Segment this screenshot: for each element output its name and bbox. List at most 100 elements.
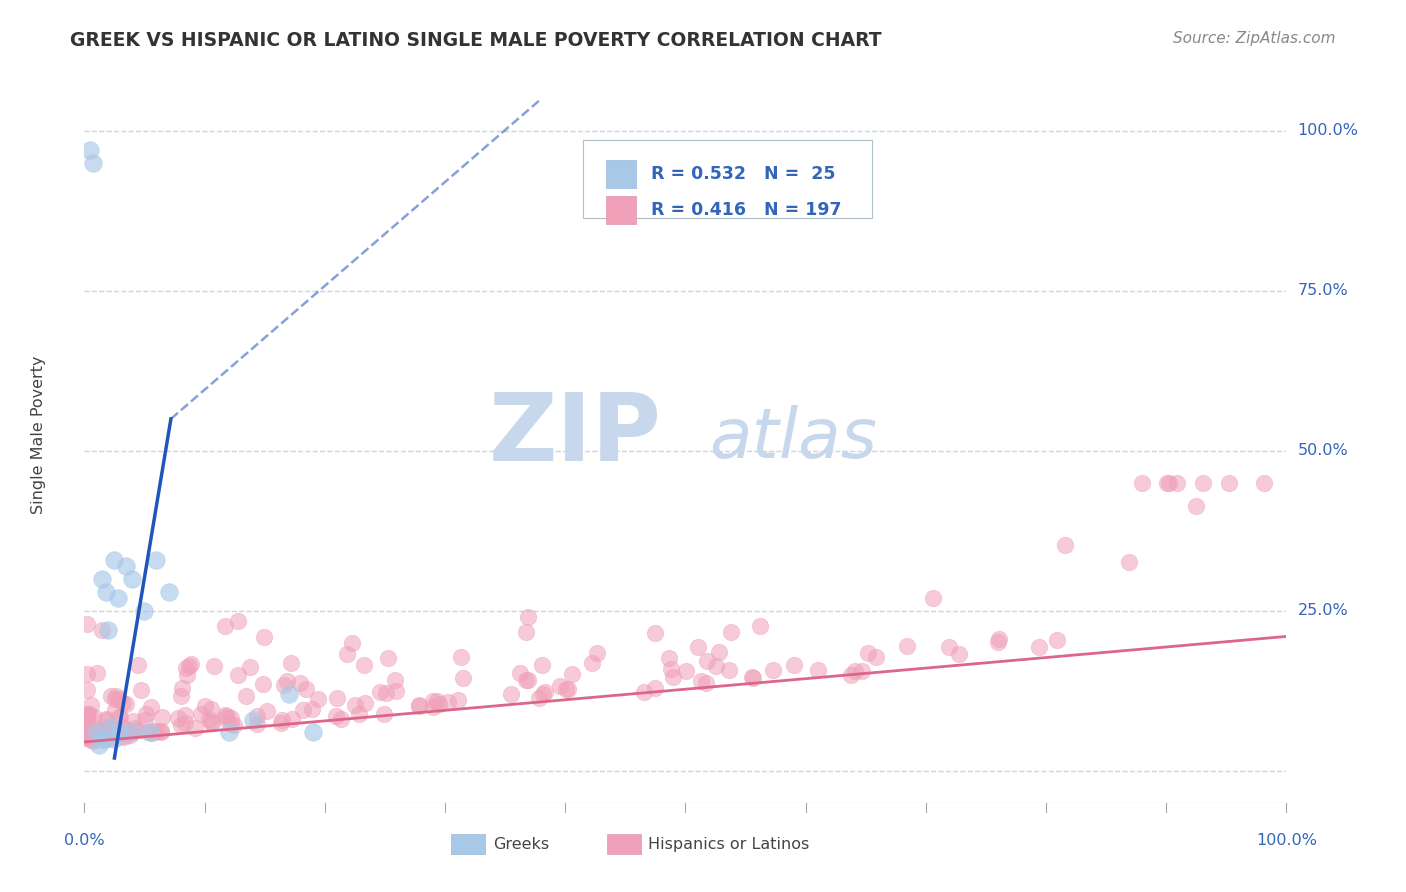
Point [184, 721, 207, 735]
Point [121, 572, 143, 586]
Point [384, 673, 406, 687]
Point [219, 716, 242, 731]
Point [239, 660, 262, 674]
Point [94, 730, 117, 744]
Point [246, 708, 269, 723]
Point [374, 686, 396, 700]
Point [104, 703, 127, 717]
Point [336, 647, 359, 661]
Point [79, 722, 101, 736]
Point [176, 661, 198, 675]
Point [988, 632, 1011, 646]
Point [586, 646, 609, 660]
Point [82, 731, 104, 745]
Point [659, 661, 682, 675]
Point [150, 710, 173, 724]
Point [271, 714, 294, 728]
Point [128, 723, 150, 738]
Point [94, 731, 117, 746]
Point [408, 698, 430, 713]
Point [347, 707, 370, 722]
Point [741, 670, 763, 684]
Point [105, 689, 128, 703]
Point [118, 728, 141, 742]
Point [108, 710, 131, 724]
Point [215, 709, 238, 723]
Point [98, 720, 121, 734]
Point [534, 685, 557, 699]
Point [948, 647, 970, 661]
Point [426, 694, 449, 708]
Point [86, 666, 108, 681]
Point [166, 711, 188, 725]
Point [661, 670, 683, 684]
Point [1157, 475, 1180, 490]
Point [422, 699, 444, 714]
Point [330, 712, 353, 726]
Point [97, 623, 120, 637]
Point [373, 707, 395, 722]
Point [94, 731, 117, 746]
Point [531, 658, 554, 673]
Point [76, 731, 98, 745]
Point [741, 671, 763, 685]
Point [280, 712, 302, 726]
Point [644, 626, 666, 640]
FancyBboxPatch shape [451, 834, 485, 855]
Point [554, 682, 576, 697]
FancyBboxPatch shape [607, 834, 641, 855]
Point [90, 723, 112, 738]
Point [80, 724, 103, 739]
Point [104, 691, 127, 706]
Point [292, 703, 315, 717]
Point [720, 624, 742, 639]
Point [437, 695, 460, 709]
Point [922, 591, 945, 605]
Point [422, 693, 444, 707]
Point [122, 714, 145, 728]
Point [1191, 475, 1213, 490]
Point [94, 584, 117, 599]
Point [108, 710, 131, 724]
Point [242, 713, 264, 727]
Text: GREEK VS HISPANIC OR LATINO SINGLE MALE POVERTY CORRELATION CHART: GREEK VS HISPANIC OR LATINO SINGLE MALE … [70, 31, 882, 50]
Point [689, 673, 711, 688]
Text: 75.0%: 75.0% [1298, 284, 1348, 298]
Point [938, 640, 960, 654]
Point [136, 724, 159, 739]
Point [105, 725, 128, 739]
Point [515, 624, 537, 639]
Point [277, 687, 299, 701]
Point [90, 624, 112, 638]
Point [86, 725, 108, 739]
Point [1253, 475, 1275, 490]
Point [658, 651, 681, 665]
Point [581, 656, 603, 670]
Point [76, 617, 98, 632]
Point [865, 649, 887, 664]
Point [77, 706, 100, 721]
Point [516, 673, 538, 687]
Point [219, 711, 242, 725]
Point [103, 552, 125, 566]
Text: 25.0%: 25.0% [1298, 603, 1348, 618]
Point [124, 722, 146, 736]
Point [150, 724, 173, 739]
Point [134, 604, 156, 618]
Point [451, 671, 474, 685]
Point [408, 698, 430, 713]
Point [79, 143, 101, 157]
Point [1118, 555, 1140, 569]
Point [180, 657, 202, 671]
Point [139, 700, 162, 714]
Point [107, 691, 129, 706]
Point [1156, 475, 1178, 490]
Point [246, 716, 269, 731]
Point [200, 702, 222, 716]
Text: 100.0%: 100.0% [1298, 123, 1358, 138]
Point [270, 715, 292, 730]
Point [76, 710, 98, 724]
Point [94, 714, 117, 728]
Point [501, 687, 523, 701]
Point [531, 687, 554, 701]
